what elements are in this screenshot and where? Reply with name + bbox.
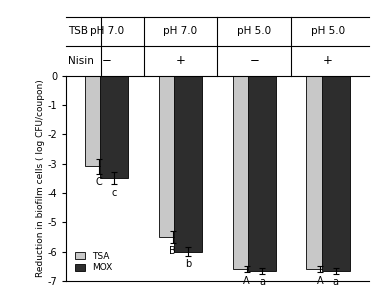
- Bar: [101, 76, 129, 178]
- Text: TSB: TSB: [68, 26, 88, 36]
- Text: c: c: [112, 188, 117, 198]
- Text: pH 5.0: pH 5.0: [237, 26, 271, 36]
- Bar: [322, 76, 350, 271]
- Text: a: a: [333, 277, 339, 287]
- Bar: [159, 76, 187, 237]
- Bar: [174, 76, 202, 252]
- Text: +: +: [323, 54, 333, 67]
- Text: Nisin: Nisin: [68, 56, 94, 66]
- Bar: [232, 76, 260, 269]
- Text: −: −: [249, 54, 259, 67]
- Bar: [248, 76, 276, 271]
- Text: A: A: [243, 276, 250, 286]
- Text: C: C: [96, 177, 102, 187]
- Text: pH 7.0: pH 7.0: [163, 26, 198, 36]
- Text: B: B: [169, 246, 176, 256]
- Y-axis label: Reduction in biofilm cells ( log CFU/coupon): Reduction in biofilm cells ( log CFU/cou…: [36, 79, 45, 277]
- Text: pH 7.0: pH 7.0: [90, 26, 124, 36]
- Text: −: −: [102, 54, 112, 67]
- Text: pH 5.0: pH 5.0: [311, 26, 345, 36]
- Bar: [85, 76, 113, 166]
- Bar: [306, 76, 334, 269]
- Text: a: a: [259, 277, 265, 287]
- Legend: TSA, MOX: TSA, MOX: [74, 250, 114, 274]
- Text: b: b: [185, 259, 191, 269]
- Text: +: +: [175, 54, 186, 67]
- Text: A: A: [317, 276, 324, 286]
